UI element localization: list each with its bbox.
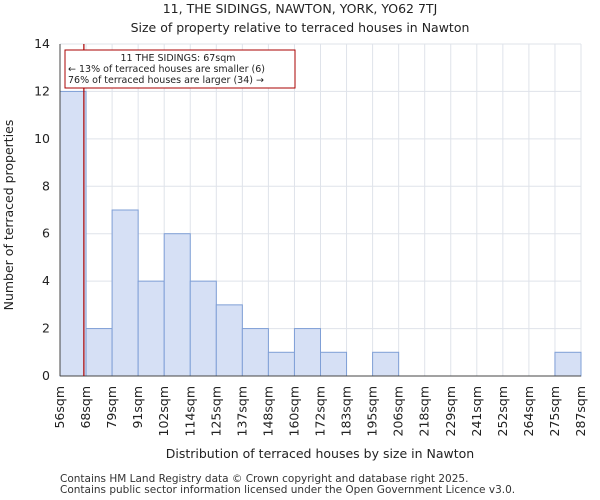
x-tick-218sqm: 218sqm	[417, 386, 432, 436]
y-axis-label: Number of terraced properties	[1, 120, 16, 311]
x-tick-125sqm: 125sqm	[208, 386, 223, 436]
annotation-line-2: ← 13% of terraced houses are smaller (6)	[68, 64, 265, 75]
y-tick-10: 10	[34, 131, 50, 146]
x-axis-label: Distribution of terraced houses by size …	[166, 446, 474, 461]
bar-172sqm	[320, 351, 348, 377]
x-tick-195sqm: 195sqm	[365, 386, 380, 436]
bar-275sqm	[554, 351, 582, 377]
annotation-border	[64, 49, 296, 89]
footer-copyright: Contains HM Land Registry data © Crown c…	[60, 473, 469, 485]
bar-137sqm	[241, 328, 269, 377]
bar-68sqm	[85, 328, 113, 377]
bar-195sqm	[372, 351, 400, 377]
bar-114sqm	[189, 280, 217, 377]
chart-title-line-1: 11, THE SIDINGS, NAWTON, YORK, YO62 7TJ	[163, 1, 438, 16]
bar-125sqm	[215, 304, 243, 377]
y-tick-8: 8	[42, 178, 50, 193]
bars	[59, 90, 582, 377]
annotation-line-3: 76% of terraced houses are larger (34) →	[68, 75, 264, 86]
x-tick-252sqm: 252sqm	[495, 386, 510, 436]
annotation-line-1: 11 THE SIDINGS: 67sqm	[120, 53, 235, 64]
x-tick-114sqm: 114sqm	[182, 386, 197, 436]
x-tick-148sqm: 148sqm	[260, 386, 275, 436]
y-tick-0: 0	[42, 368, 50, 383]
axes	[59, 44, 581, 377]
bar-91sqm	[137, 280, 165, 377]
y-tick-6: 6	[42, 226, 50, 241]
x-tick-labels: 56sqm 68sqm 79sqm 91sqm 102sqm 114sqm 125sqm 13…	[52, 386, 588, 436]
x-tick-264sqm: 264sqm	[521, 386, 536, 436]
annotation-box: 11 THE SIDINGS: 67sqm ← 13% of terraced …	[64, 49, 296, 89]
x-tick-137sqm: 137sqm	[234, 386, 249, 436]
bar-56sqm	[59, 90, 87, 377]
histogram-chart: 11, THE SIDINGS, NAWTON, YORK, YO62 7TJ …	[1, 1, 588, 461]
x-tick-79sqm: 79sqm	[104, 386, 119, 429]
x-tick-183sqm: 183sqm	[339, 386, 354, 436]
y-tick-12: 12	[34, 83, 50, 98]
x-tick-102sqm: 102sqm	[156, 386, 171, 436]
x-tick-68sqm: 68sqm	[78, 386, 93, 429]
bar-79sqm	[111, 209, 139, 377]
chart-title-line-2: Size of property relative to terraced ho…	[131, 20, 470, 35]
y-tick-4: 4	[42, 273, 50, 288]
x-tick-172sqm: 172sqm	[313, 386, 328, 436]
bar-102sqm	[163, 233, 191, 377]
x-tick-160sqm: 160sqm	[286, 386, 301, 436]
y-tick-14: 14	[34, 36, 50, 51]
bar-160sqm	[293, 328, 322, 377]
footer-licence: Contains public sector information licen…	[60, 484, 516, 496]
y-tick-labels: 0 2 4 6 8 10 12 14	[34, 36, 50, 383]
x-tick-229sqm: 229sqm	[443, 386, 458, 436]
x-tick-206sqm: 206sqm	[391, 386, 406, 436]
x-tick-56sqm: 56sqm	[52, 386, 67, 429]
x-tick-287sqm: 287sqm	[573, 386, 588, 436]
x-tick-241sqm: 241sqm	[469, 386, 484, 436]
y-tick-2: 2	[42, 321, 50, 336]
x-tick-275sqm: 275sqm	[547, 386, 562, 436]
bar-148sqm	[267, 351, 295, 377]
x-tick-91sqm: 91sqm	[130, 386, 145, 429]
